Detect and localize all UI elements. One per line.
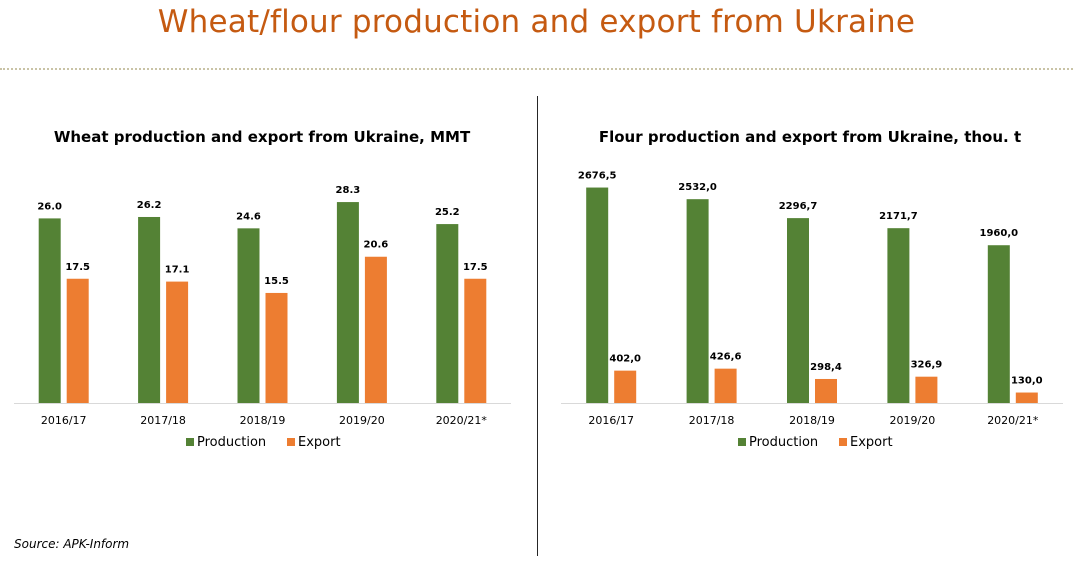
production-bar (336, 202, 359, 403)
export-bar (1015, 392, 1038, 403)
export-bar (714, 368, 737, 403)
x-tick-label: 2020/21* (436, 414, 488, 427)
x-tick-label: 2016/17 (41, 414, 87, 427)
chart-divider (537, 96, 538, 556)
x-tick-label: 2017/18 (140, 414, 186, 427)
page-title: Wheat/flour production and export from U… (157, 4, 916, 40)
export-bar (815, 378, 837, 403)
export-value-label: 298,4 (810, 362, 842, 373)
export-value-label: 17.5 (65, 262, 90, 273)
production-value-label: 2171,7 (879, 211, 918, 222)
legend-label-production: Production (749, 435, 818, 450)
export-value-label: 326,9 (911, 360, 943, 371)
x-tick-label: 2016/17 (588, 414, 634, 427)
x-tick-label: 2018/19 (789, 414, 835, 427)
production-value-label: 28.3 (336, 185, 361, 196)
legend-label-export: Export (298, 435, 341, 450)
export-bar (614, 370, 637, 403)
production-bar (686, 199, 709, 403)
legend-label-production: Production (197, 435, 266, 450)
production-value-label: 1960,0 (980, 228, 1019, 239)
wheat-chart: Wheat production and export from Ukraine… (14, 128, 511, 450)
production-bar (436, 224, 459, 403)
export-bar (464, 278, 487, 403)
export-value-label: 402,0 (609, 354, 641, 365)
chart-title: Flour production and export from Ukraine… (599, 128, 1021, 146)
source-note: Source: APK-Inform (14, 537, 130, 551)
legend-swatch-production (186, 438, 194, 446)
export-value-label: 17.1 (165, 265, 190, 276)
title-divider (0, 68, 1073, 70)
production-bar (237, 228, 260, 403)
export-bar (915, 376, 938, 403)
production-value-label: 2676,5 (578, 171, 617, 182)
x-tick-label: 2017/18 (689, 414, 735, 427)
legend-swatch-export (839, 438, 847, 446)
x-tick-label: 2019/20 (339, 414, 385, 427)
production-bar (586, 187, 609, 403)
chart-title: Wheat production and export from Ukraine… (54, 128, 471, 146)
production-bar (787, 218, 809, 403)
production-value-label: 24.6 (236, 211, 261, 222)
export-value-label: 426,6 (710, 352, 742, 363)
production-value-label: 26.0 (37, 201, 62, 212)
production-bar (987, 245, 1010, 403)
production-value-label: 2296,7 (779, 201, 818, 212)
x-tick-label: 2020/21* (987, 414, 1039, 427)
legend-label-export: Export (850, 435, 893, 450)
production-value-label: 26.2 (137, 200, 162, 211)
export-bar (265, 292, 288, 403)
export-bar (166, 281, 189, 403)
export-value-label: 130,0 (1011, 376, 1043, 387)
production-bar (138, 216, 161, 403)
export-value-label: 17.5 (463, 262, 488, 273)
export-value-label: 20.6 (364, 240, 389, 251)
legend-swatch-export (287, 438, 295, 446)
export-bar (66, 278, 89, 403)
production-bar (887, 228, 910, 403)
production-value-label: 25.2 (435, 207, 460, 218)
export-bar (364, 256, 387, 403)
legend-swatch-production (738, 438, 746, 446)
production-value-label: 2532,0 (678, 182, 717, 193)
x-tick-label: 2019/20 (890, 414, 936, 427)
production-bar (38, 218, 61, 403)
x-tick-label: 2018/19 (240, 414, 286, 427)
export-value-label: 15.5 (264, 276, 289, 287)
